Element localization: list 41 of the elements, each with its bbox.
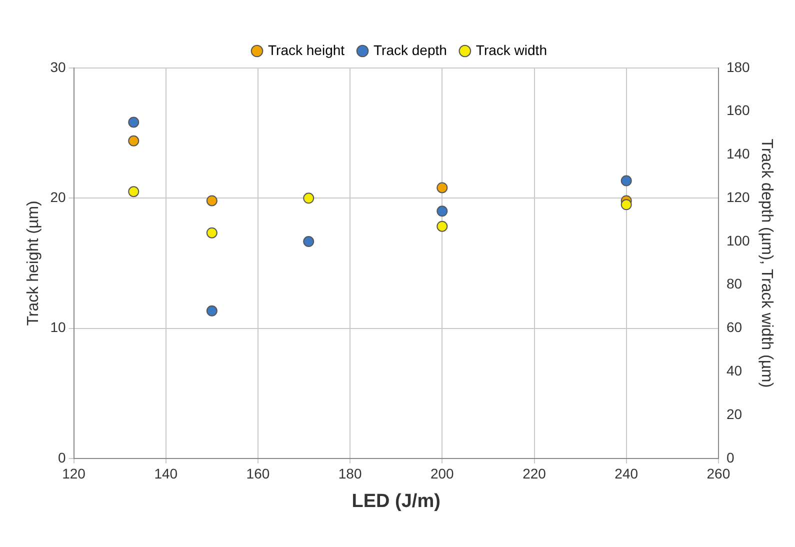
y2-tick-label: 100 [726, 232, 750, 248]
y-axis-title: Track height (µm) [25, 200, 42, 326]
point [303, 236, 314, 248]
y2-tick-label: 0 [726, 449, 734, 466]
y-tick-label: 30 [50, 58, 66, 75]
point [128, 186, 140, 198]
legend-label: Track width [476, 42, 547, 58]
y2-tick-label: 20 [726, 406, 742, 422]
x-tick-label: 160 [246, 466, 270, 482]
y2-tick-label: 180 [726, 58, 750, 75]
point [436, 206, 448, 217]
legend-label: Track height [268, 42, 345, 58]
legend-label: Track depth [374, 42, 447, 58]
y2-tick-label: 40 [726, 362, 742, 379]
x-tick-label: 220 [522, 466, 546, 482]
y2-tick-label: 60 [726, 319, 742, 336]
x-tick-label: 180 [338, 466, 362, 482]
y-tick-label: 0 [58, 449, 66, 466]
x-tick-label: 140 [154, 466, 178, 482]
point [303, 192, 314, 204]
x-axis-title: LED (J/m) [352, 490, 440, 512]
point [128, 135, 140, 146]
point [620, 199, 632, 210]
y-tick-label: 20 [50, 188, 66, 205]
point [206, 195, 218, 206]
y2-tick-label: 80 [726, 276, 742, 292]
y2-tick-label: 140 [726, 146, 750, 162]
y2-tick-label: 160 [726, 102, 750, 118]
x-tick-label: 200 [430, 466, 454, 482]
point [436, 182, 448, 194]
x-tick-label: 240 [614, 466, 638, 482]
point [206, 227, 218, 238]
y2-tick-label: 120 [726, 188, 750, 205]
y-tick-label: 10 [50, 319, 66, 336]
point [206, 305, 218, 316]
x-tick-label: 260 [706, 466, 730, 482]
y2-axis-title: Track depth (µm), Track width (µm) [758, 138, 775, 388]
x-tick-label: 120 [62, 466, 86, 482]
point [620, 175, 632, 186]
point [436, 220, 448, 232]
point [128, 116, 140, 128]
